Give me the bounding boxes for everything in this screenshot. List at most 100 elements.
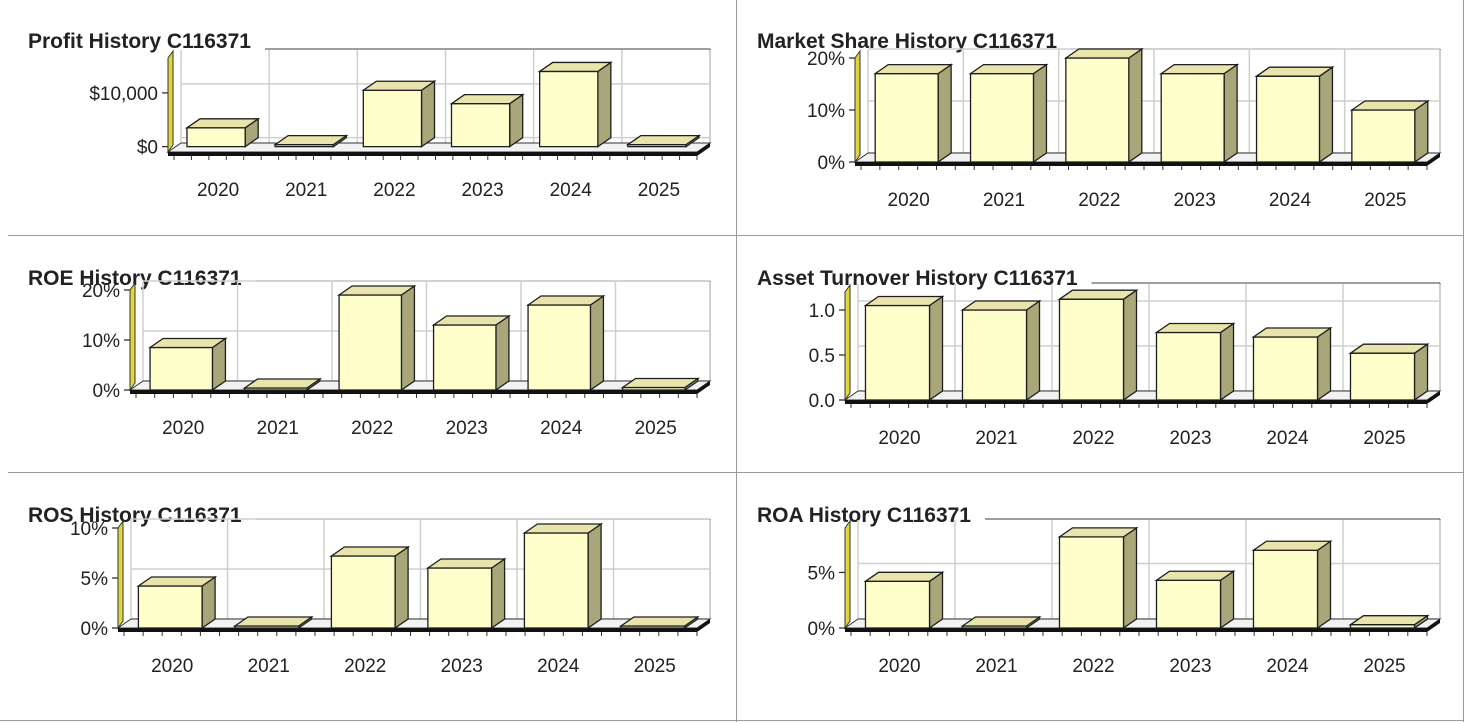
y-tick-label: 20%	[807, 49, 845, 70]
bar	[1251, 326, 1333, 402]
x-tick-label: 2022	[373, 180, 415, 201]
y-axis-wall	[117, 519, 124, 630]
bar	[620, 377, 701, 392]
bar	[1057, 526, 1139, 630]
bar	[968, 63, 1049, 164]
x-tick-label: 2022	[1072, 656, 1114, 677]
x-tick-label: 2022	[1072, 428, 1114, 449]
x-tick-label: 2023	[1169, 656, 1211, 677]
bar	[1254, 65, 1335, 164]
y-axis-wall	[844, 519, 851, 630]
bar	[863, 295, 945, 402]
bar	[1251, 539, 1333, 630]
x-tick-label: 2020	[197, 180, 239, 201]
bar	[242, 377, 323, 392]
x-tick-label: 2020	[878, 656, 920, 677]
x-axis-base	[130, 381, 710, 394]
bar	[1154, 322, 1236, 402]
x-tick-label: 2020	[151, 656, 193, 677]
x-axis-base	[855, 153, 1440, 166]
x-tick-label: 2024	[550, 180, 593, 201]
grid	[142, 280, 711, 382]
x-tick-label: 2021	[257, 418, 299, 439]
y-tick-label: $10,000	[89, 84, 158, 105]
bar	[232, 615, 314, 630]
x-axis-base	[845, 391, 1440, 404]
chart-title: Asset Turnover History C116371	[757, 267, 1078, 290]
bar	[618, 615, 700, 630]
y-tick-label: 10%	[82, 331, 120, 352]
roe-history-chart: ROE History C116371 0% 10% 20% 2020 2021 2022 2…	[8, 237, 735, 473]
bar	[1348, 614, 1430, 630]
grid	[857, 518, 1441, 620]
chart-title: ROS History C116371	[28, 504, 242, 527]
x-axis-base	[845, 619, 1440, 632]
x-tick-label: 2021	[975, 428, 1017, 449]
y-axis-wall	[854, 49, 861, 164]
profit-history-chart: Profit History C116371 $0 $10,000 2020 2021 2…	[8, 0, 735, 236]
y-tick-label: $0	[137, 138, 158, 159]
x-tick-label: 2023	[441, 656, 483, 677]
x-tick-label: 2024	[1266, 428, 1309, 449]
bar	[1063, 47, 1144, 164]
x-tick-label: 2024	[1266, 656, 1309, 677]
y-axis-wall	[167, 49, 174, 154]
x-tick-label: 2023	[1174, 190, 1216, 211]
bar	[1348, 342, 1430, 402]
x-tick-label: 2021	[285, 180, 327, 201]
bar	[147, 337, 228, 392]
bar	[336, 284, 417, 392]
market-share-history-chart: Market Share History C116371 0% 10% 20% 2020…	[737, 0, 1464, 236]
x-tick-label: 2024	[1269, 190, 1312, 211]
chart-svg: Market Share History C116371 0% 10% 20% 2020…	[757, 30, 1442, 211]
chart-svg: ROS History C116371 0% 5% 10% 2020 2021 2022 20…	[28, 504, 712, 677]
bar	[625, 134, 702, 148]
bar	[1057, 288, 1139, 402]
chart-title: ROE History C116371	[28, 267, 242, 290]
grid	[180, 48, 711, 143]
y-tick-label: 0%	[81, 619, 109, 640]
bar	[863, 571, 945, 630]
chart-svg: Profit History C116371 $0 $10,000 2020 2021 2…	[28, 30, 712, 201]
y-tick-label: 1.0	[809, 301, 835, 322]
x-tick-label: 2025	[1364, 190, 1406, 211]
bar	[273, 134, 349, 148]
y-tick-label: 20%	[82, 281, 120, 302]
right-border	[1463, 0, 1464, 722]
chart-title: Profit History C116371	[28, 30, 251, 53]
x-tick-label: 2024	[540, 418, 583, 439]
bar	[537, 61, 613, 148]
x-tick-label: 2023	[1169, 428, 1211, 449]
y-tick-label: 0.0	[809, 391, 835, 412]
bar	[1159, 63, 1240, 164]
ros-history-chart: ROS History C116371 0% 5% 10% 2020 2021 2022 20…	[8, 474, 735, 710]
x-tick-label: 2020	[878, 428, 920, 449]
x-tick-label: 2025	[1363, 428, 1405, 449]
bar	[361, 79, 437, 148]
chart-svg: Asset Turnover History C116371 0.0 0.5 1.0 2…	[757, 267, 1442, 449]
chart-svg: ROA History C116371 0% 5% 2020 2021 2022 2023 2…	[757, 504, 1442, 677]
x-tick-label: 2023	[461, 180, 503, 201]
y-tick-label: 5%	[808, 563, 836, 584]
bar	[873, 63, 954, 164]
y-axis-wall	[129, 281, 136, 392]
x-tick-label: 2021	[975, 656, 1017, 677]
bar	[522, 522, 604, 630]
y-tick-label: 0%	[93, 381, 121, 402]
bottom-border	[0, 720, 1464, 721]
bar	[1154, 569, 1236, 630]
chart-title: ROA History C116371	[757, 504, 971, 527]
y-tick-label: 10%	[70, 519, 108, 540]
x-tick-label: 2022	[1078, 190, 1120, 211]
x-axis-base	[118, 619, 710, 632]
asset-turnover-history-chart: Asset Turnover History C116371 0.0 0.5 1.0 2…	[737, 237, 1464, 473]
x-tick-label: 2023	[446, 418, 488, 439]
chart-svg: ROE History C116371 0% 10% 20% 2020 2021 2022 2…	[28, 267, 712, 439]
bar	[329, 545, 411, 630]
bar	[184, 117, 261, 148]
y-tick-label: 10%	[807, 101, 845, 122]
y-tick-label: 0.5	[809, 346, 835, 367]
row-divider	[8, 472, 1464, 473]
bar	[425, 557, 507, 630]
